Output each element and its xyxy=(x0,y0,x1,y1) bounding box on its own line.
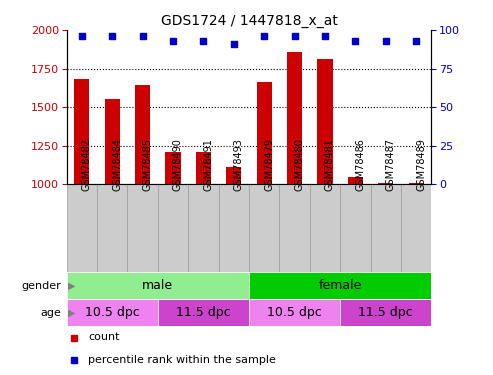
Text: ▶: ▶ xyxy=(68,281,75,291)
Bar xyxy=(135,85,150,184)
Bar xyxy=(256,82,272,184)
Text: 10.5 dpc: 10.5 dpc xyxy=(85,306,140,319)
Text: GSM78482: GSM78482 xyxy=(82,138,92,191)
Text: GSM78485: GSM78485 xyxy=(142,138,152,191)
Bar xyxy=(218,184,249,272)
Bar xyxy=(67,299,158,326)
Bar xyxy=(249,299,340,326)
Bar xyxy=(74,80,89,184)
Text: GSM78486: GSM78486 xyxy=(355,138,365,191)
Text: GSM78493: GSM78493 xyxy=(234,138,244,191)
Text: GSM78490: GSM78490 xyxy=(173,138,183,191)
Text: count: count xyxy=(88,333,120,342)
Point xyxy=(260,33,268,39)
Point xyxy=(108,33,116,39)
Bar xyxy=(310,184,340,272)
Bar xyxy=(340,299,431,326)
Point xyxy=(382,38,389,44)
Text: female: female xyxy=(318,279,362,292)
Bar xyxy=(249,184,280,272)
Text: GSM78480: GSM78480 xyxy=(295,138,305,191)
Text: ▶: ▶ xyxy=(68,308,75,318)
Text: gender: gender xyxy=(22,281,62,291)
Point xyxy=(169,38,177,44)
Text: GSM78491: GSM78491 xyxy=(204,138,213,191)
Point xyxy=(230,41,238,47)
Point xyxy=(321,33,329,39)
Bar xyxy=(287,53,302,184)
Bar xyxy=(97,184,127,272)
Bar xyxy=(67,272,249,299)
Bar xyxy=(371,184,401,272)
Text: percentile rank within the sample: percentile rank within the sample xyxy=(88,355,276,365)
Bar xyxy=(249,272,431,299)
Bar xyxy=(226,167,242,184)
Bar xyxy=(409,183,424,184)
Text: male: male xyxy=(142,279,174,292)
Bar xyxy=(348,177,363,184)
Point xyxy=(291,33,299,39)
Text: 11.5 dpc: 11.5 dpc xyxy=(176,306,231,319)
Text: GSM78487: GSM78487 xyxy=(386,138,396,191)
Bar xyxy=(105,99,120,184)
Point xyxy=(78,33,86,39)
Point xyxy=(199,38,208,44)
Text: GSM78484: GSM78484 xyxy=(112,138,122,191)
Bar xyxy=(188,184,218,272)
Bar xyxy=(196,152,211,184)
Bar xyxy=(401,184,431,272)
Text: GSM78481: GSM78481 xyxy=(325,138,335,191)
Bar xyxy=(165,152,180,184)
Point xyxy=(412,38,420,44)
Bar xyxy=(67,184,97,272)
Text: 11.5 dpc: 11.5 dpc xyxy=(358,306,413,319)
Text: GSM78489: GSM78489 xyxy=(416,138,426,191)
Point xyxy=(352,38,359,44)
Bar xyxy=(158,184,188,272)
Title: GDS1724 / 1447818_x_at: GDS1724 / 1447818_x_at xyxy=(161,13,337,28)
Bar xyxy=(280,184,310,272)
Text: 10.5 dpc: 10.5 dpc xyxy=(267,306,322,319)
Bar xyxy=(378,183,393,184)
Bar xyxy=(317,59,333,184)
Bar xyxy=(340,184,371,272)
Point xyxy=(139,33,146,39)
Text: age: age xyxy=(41,308,62,318)
Bar xyxy=(127,184,158,272)
Text: GSM78479: GSM78479 xyxy=(264,138,274,191)
Bar xyxy=(158,299,249,326)
